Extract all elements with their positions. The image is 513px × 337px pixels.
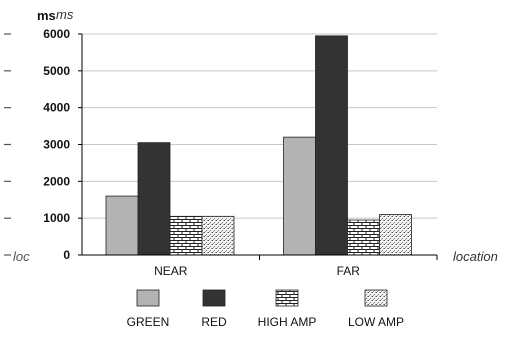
legend-label: GREEN	[127, 315, 170, 329]
bar	[283, 136, 316, 256]
x-tick-label: NEAR	[154, 264, 188, 278]
bar	[315, 35, 348, 256]
legend-label: RED	[201, 315, 227, 329]
x-axis-label: location	[453, 249, 498, 264]
bars	[105, 35, 412, 256]
legend-swatch	[364, 289, 388, 307]
gridlines	[82, 33, 437, 219]
bar	[105, 195, 139, 256]
x-tick-label: FAR	[337, 264, 361, 278]
y-tick-label: 5000	[43, 64, 70, 78]
bar	[137, 142, 171, 256]
axes: 0 1000 2000 3000 4000 5000 6000 NEAR FAR	[4, 27, 438, 278]
bar	[347, 219, 380, 256]
left-label-fragment: loc	[13, 249, 30, 264]
legend-swatch	[275, 289, 299, 307]
y-tick-label: 4000	[43, 101, 70, 115]
legend-swatch	[202, 289, 226, 307]
y-tick-label: 6000	[43, 27, 70, 41]
y-axis-label-italic: ms	[56, 7, 74, 22]
legend: GREEN RED HIGH AMP LOW AMP	[127, 289, 404, 329]
legend-label: HIGH AMP	[258, 315, 317, 329]
y-tick-label: 3000	[43, 138, 70, 152]
bar	[169, 215, 203, 256]
legend-swatch	[136, 289, 160, 307]
bar	[379, 214, 412, 256]
y-tick-label: 2000	[43, 174, 70, 188]
bar	[201, 215, 235, 256]
legend-label: LOW AMP	[348, 315, 404, 329]
y-tick-label: 1000	[43, 211, 70, 225]
y-axis-label: ms	[37, 8, 56, 23]
y-tick-label: 0	[63, 248, 70, 262]
